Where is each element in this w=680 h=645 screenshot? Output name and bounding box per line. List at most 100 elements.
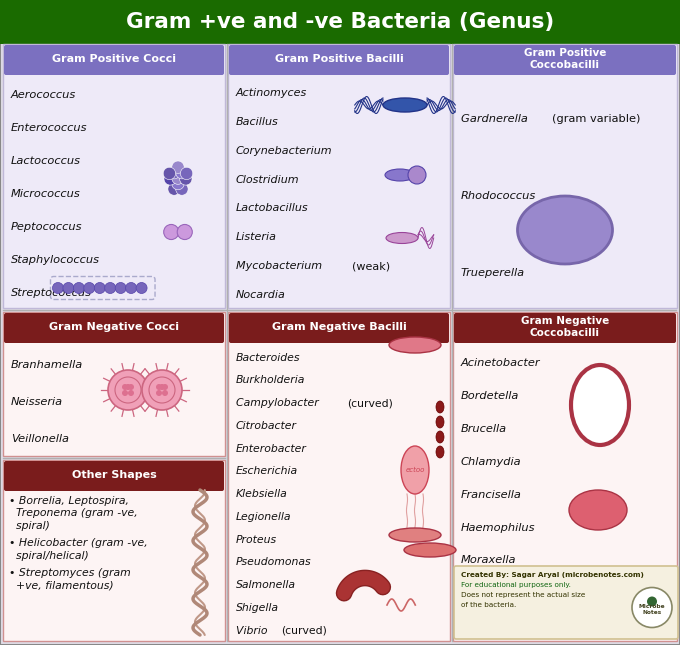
Circle shape — [84, 283, 95, 293]
Ellipse shape — [389, 528, 441, 542]
Circle shape — [142, 370, 182, 410]
Circle shape — [162, 384, 168, 390]
Text: (weak): (weak) — [352, 261, 390, 271]
Text: Mycobacterium: Mycobacterium — [236, 261, 326, 271]
Ellipse shape — [517, 196, 613, 264]
Text: Salmonella: Salmonella — [236, 580, 296, 590]
Text: Created By: Sagar Aryal (microbenotes.com): Created By: Sagar Aryal (microbenotes.co… — [461, 572, 644, 578]
Ellipse shape — [386, 232, 418, 244]
Text: Branhamella: Branhamella — [11, 361, 83, 370]
Circle shape — [168, 166, 180, 179]
FancyBboxPatch shape — [453, 312, 677, 641]
Text: Other Shapes: Other Shapes — [71, 470, 156, 480]
Text: Microbe
Notes: Microbe Notes — [639, 604, 665, 615]
Circle shape — [175, 183, 188, 195]
Text: For educational purposes only.: For educational purposes only. — [461, 582, 571, 588]
FancyBboxPatch shape — [4, 461, 224, 491]
Text: Acinetobacter: Acinetobacter — [461, 358, 541, 368]
FancyBboxPatch shape — [4, 313, 224, 343]
Circle shape — [126, 283, 137, 293]
Text: Rhodococcus: Rhodococcus — [461, 192, 537, 201]
Text: Streptococcus: Streptococcus — [11, 288, 92, 298]
Circle shape — [632, 588, 672, 628]
Text: Gram Negative
Coccobacilli: Gram Negative Coccobacilli — [521, 317, 609, 337]
Circle shape — [163, 167, 175, 180]
Circle shape — [136, 283, 147, 293]
Ellipse shape — [571, 365, 629, 445]
FancyBboxPatch shape — [454, 313, 676, 343]
Ellipse shape — [436, 401, 444, 413]
Circle shape — [115, 283, 126, 293]
Circle shape — [164, 224, 179, 239]
Circle shape — [156, 384, 162, 390]
Circle shape — [164, 173, 176, 185]
Text: Lactobacillus: Lactobacillus — [236, 203, 309, 213]
Text: spiral): spiral) — [9, 521, 50, 531]
Text: Peptococcus: Peptococcus — [11, 222, 82, 232]
FancyBboxPatch shape — [3, 44, 225, 308]
Text: of the bacteria.: of the bacteria. — [461, 602, 516, 608]
Text: Gram Positive Cocci: Gram Positive Cocci — [52, 54, 176, 64]
Circle shape — [177, 224, 192, 239]
Text: Enterobacter: Enterobacter — [236, 444, 307, 453]
Text: Shigella: Shigella — [236, 603, 279, 613]
Circle shape — [172, 172, 184, 184]
Text: Francisella: Francisella — [461, 490, 522, 500]
Circle shape — [128, 390, 134, 396]
FancyBboxPatch shape — [454, 566, 678, 639]
Ellipse shape — [389, 337, 441, 353]
Text: Legionella: Legionella — [236, 512, 292, 522]
Text: Proteus: Proteus — [236, 535, 277, 544]
Circle shape — [105, 283, 116, 293]
Text: Gram +ve and -ve Bacteria (Genus): Gram +ve and -ve Bacteria (Genus) — [126, 12, 554, 32]
Text: Bordetella: Bordetella — [461, 391, 520, 401]
FancyBboxPatch shape — [454, 45, 676, 75]
Text: Bacteroides: Bacteroides — [236, 353, 301, 362]
FancyBboxPatch shape — [3, 312, 225, 456]
Circle shape — [108, 370, 148, 410]
Text: Citrobacter: Citrobacter — [236, 421, 297, 431]
Text: Does not represent the actual size: Does not represent the actual size — [461, 592, 585, 598]
Text: (curved): (curved) — [347, 398, 393, 408]
Text: Moraxella: Moraxella — [461, 555, 517, 566]
Text: Aerococcus: Aerococcus — [11, 90, 76, 100]
Ellipse shape — [436, 416, 444, 428]
Text: Gram Negative Cocci: Gram Negative Cocci — [49, 322, 179, 332]
Text: Neisseria: Neisseria — [11, 397, 63, 408]
Text: Treponema (gram -ve,: Treponema (gram -ve, — [9, 508, 138, 519]
Circle shape — [156, 390, 162, 396]
Ellipse shape — [385, 169, 415, 181]
Ellipse shape — [436, 431, 444, 443]
Text: Burkholderia: Burkholderia — [236, 375, 305, 385]
Text: (curved): (curved) — [281, 626, 327, 636]
FancyBboxPatch shape — [3, 460, 225, 641]
Circle shape — [408, 166, 426, 184]
Ellipse shape — [383, 98, 427, 112]
Circle shape — [162, 390, 168, 396]
Circle shape — [122, 384, 128, 390]
Circle shape — [73, 283, 84, 293]
Text: Clostridium: Clostridium — [236, 175, 300, 184]
Circle shape — [175, 166, 188, 179]
Text: Gram Negative Bacilli: Gram Negative Bacilli — [271, 322, 407, 332]
FancyBboxPatch shape — [453, 44, 677, 308]
Circle shape — [180, 173, 192, 185]
Ellipse shape — [404, 543, 456, 557]
Text: Campylobacter: Campylobacter — [236, 398, 322, 408]
FancyBboxPatch shape — [4, 45, 224, 75]
Circle shape — [159, 384, 165, 390]
Circle shape — [128, 384, 134, 390]
Text: Pasteurella: Pasteurella — [461, 588, 524, 599]
Text: Haemophilus: Haemophilus — [461, 522, 536, 533]
Text: Corynebacterium: Corynebacterium — [236, 146, 333, 155]
Circle shape — [63, 283, 74, 293]
Text: Gram Positive Bacilli: Gram Positive Bacilli — [275, 54, 403, 64]
FancyBboxPatch shape — [229, 313, 449, 343]
Text: Staphylococcus: Staphylococcus — [11, 255, 100, 265]
Text: Micrococcus: Micrococcus — [11, 189, 81, 199]
Text: Actinomyces: Actinomyces — [236, 88, 307, 98]
Text: Vibrio: Vibrio — [236, 626, 271, 636]
Text: Trueperella: Trueperella — [461, 268, 525, 279]
Ellipse shape — [401, 446, 429, 494]
Text: Veillonella: Veillonella — [11, 434, 69, 444]
